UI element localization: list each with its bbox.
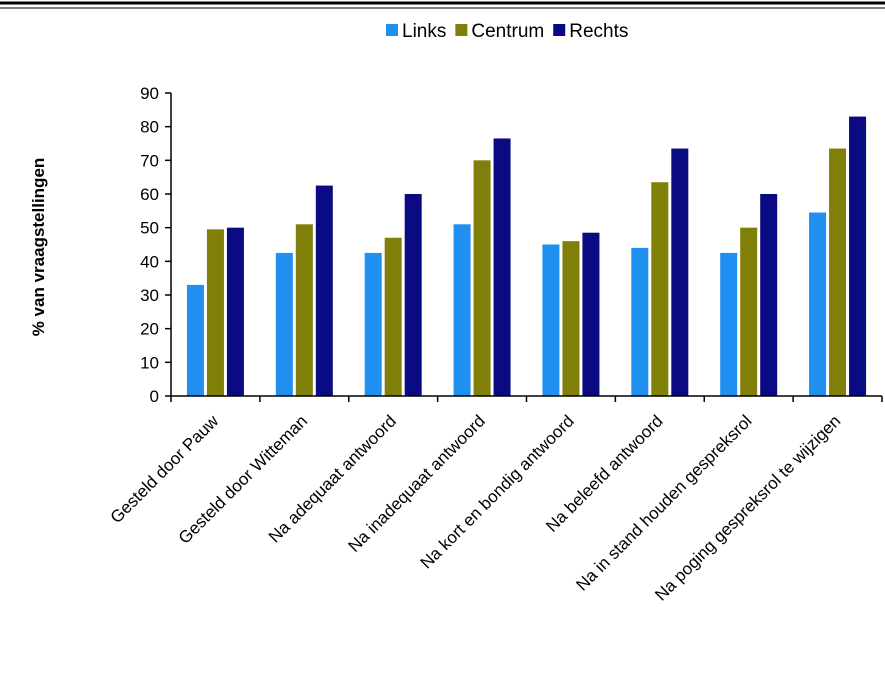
bar-links-1 <box>186 284 204 396</box>
bar-links-3 <box>364 252 382 396</box>
y-tick-label: 60 <box>140 185 159 204</box>
bar-centrum-3 <box>384 237 402 396</box>
bar-rechts-7 <box>760 194 778 396</box>
bar-links-8 <box>809 212 827 396</box>
y-tick-label: 80 <box>140 118 159 137</box>
bar-links-2 <box>275 252 293 396</box>
bar-centrum-1 <box>206 229 224 396</box>
y-tick-label: 40 <box>140 252 159 271</box>
legend-label-centrum: Centrum <box>471 21 544 42</box>
bar-centrum-4 <box>473 160 491 396</box>
bar-links-7 <box>720 252 738 396</box>
y-tick-label: 30 <box>140 286 159 305</box>
legend-swatch-links <box>386 24 398 36</box>
bar-rechts-8 <box>849 116 867 397</box>
y-tick-label: 10 <box>140 353 159 372</box>
y-tick-label: 90 <box>140 84 159 103</box>
y-tick-label: 50 <box>140 219 159 238</box>
bar-links-5 <box>542 244 560 396</box>
bar-centrum-2 <box>295 224 313 396</box>
legend-label-links: Links <box>402 21 446 42</box>
bars <box>186 116 867 397</box>
x-tick-label: Na in stand houden gespreksrol <box>572 411 755 594</box>
bar-links-6 <box>631 247 649 396</box>
legend-label-rechts: Rechts <box>569 21 628 42</box>
bar-centrum-5 <box>562 241 580 396</box>
y-tick-label: 0 <box>150 387 159 406</box>
bar-links-4 <box>453 224 471 396</box>
bar-rechts-3 <box>404 194 422 396</box>
bar-centrum-7 <box>740 227 758 396</box>
y-tick-label: 70 <box>140 151 159 170</box>
bar-rechts-2 <box>315 185 333 396</box>
bar-rechts-6 <box>671 148 689 396</box>
bar-centrum-8 <box>829 148 847 396</box>
bar-rechts-1 <box>226 227 244 396</box>
y-tick-label: 20 <box>140 320 159 339</box>
bar-centrum-6 <box>651 182 669 396</box>
bar-rechts-5 <box>582 232 600 396</box>
x-tick-label: Na kort en bondig antwoord <box>417 411 578 572</box>
legend-swatch-centrum <box>455 24 468 36</box>
x-tick-label: Na poging gespreksrol te wijzigen <box>651 411 844 604</box>
legend-swatch-rechts <box>553 24 566 36</box>
y-axis-label: % van vraagstellingen <box>29 158 48 337</box>
legend: Links Centrum Rechts <box>386 21 628 42</box>
y-axis: 0 10 20 30 40 50 60 70 80 90 <box>140 84 172 406</box>
bar-rechts-4 <box>493 138 511 396</box>
